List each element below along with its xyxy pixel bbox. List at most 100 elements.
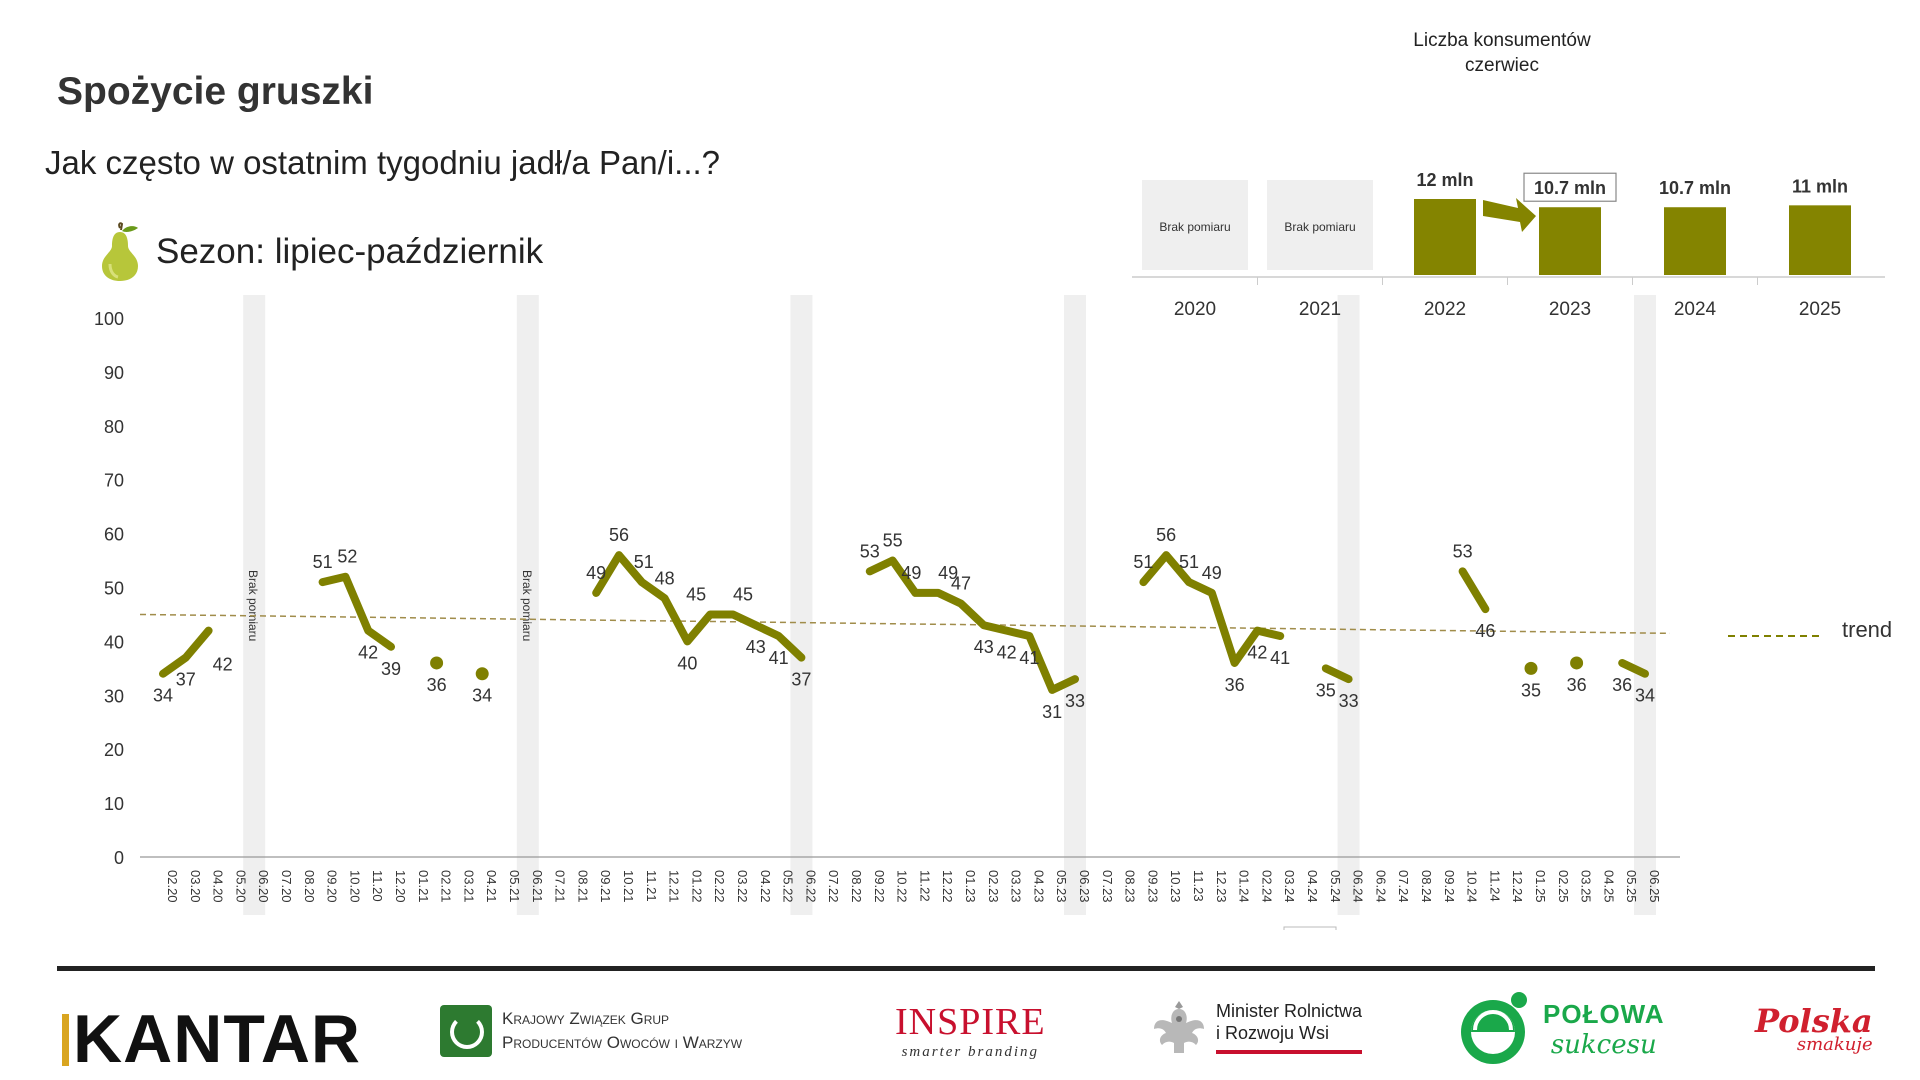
x-tick-label: 04.20 <box>211 870 226 903</box>
trend-line-chart: Brak pomiaru Brak pomiaru 0 10 20 30 40 50 60 70… <box>94 295 1892 930</box>
x-tick-label: 08.21 <box>575 870 590 903</box>
data-label: 51 <box>1179 552 1199 572</box>
x-tick-label: 06.23 <box>1077 870 1092 903</box>
x-tick-label: 04.24 <box>1305 870 1320 903</box>
kzg-line1: Krajowy Związek Grup <box>502 1009 670 1028</box>
data-label: 42 <box>1247 643 1267 663</box>
kzg-mark-icon <box>440 1005 492 1057</box>
bar-value-label: 10.7 mln <box>1534 178 1606 198</box>
x-tick-label: 09.24 <box>1442 870 1457 903</box>
x-tick-label: 05.24 <box>1328 870 1343 903</box>
x-tick-label: 04.25 <box>1601 870 1616 903</box>
kzg-text: Krajowy Związek Grup Producentów Owoców … <box>502 1007 742 1055</box>
no-measure-label-06.20: Brak pomiaru <box>246 570 260 641</box>
data-label: 53 <box>860 541 880 561</box>
x-tick-label: 12.24 <box>1510 870 1525 903</box>
x-tick-label: 01.23 <box>963 870 978 903</box>
data-label: 51 <box>634 552 654 572</box>
data-label: 43 <box>746 637 766 657</box>
x-tick-label: 06.24 <box>1373 870 1388 903</box>
inset-subtitle: czerwiec <box>1465 55 1539 76</box>
data-point <box>430 656 444 670</box>
data-label: 33 <box>1065 691 1085 711</box>
bar-2025 <box>1789 205 1851 275</box>
x-tick-label: 07.21 <box>553 870 568 903</box>
x-tick-label: 08.22 <box>849 870 864 903</box>
data-label: 56 <box>1156 525 1176 545</box>
x-tick-label: 10.21 <box>621 870 636 903</box>
year-label: 2020 <box>1174 299 1216 320</box>
x-tick-label: 03.20 <box>188 870 203 903</box>
data-label: 52 <box>337 547 357 567</box>
polowa-logo: POŁOWA sukcesu <box>1455 990 1665 1068</box>
year-label: 2021 <box>1299 299 1341 320</box>
highlight-bands: Brak pomiaru Brak pomiaru <box>243 295 1656 915</box>
data-label: 33 <box>1339 691 1359 711</box>
data-label: 34 <box>472 686 492 706</box>
inspire-logo: INSPIRE smarter branding <box>895 1000 1046 1061</box>
data-label: 40 <box>677 653 697 673</box>
data-label: 41 <box>1270 648 1290 668</box>
series-line-segment <box>318 572 395 651</box>
x-tick-label: 03.22 <box>735 870 750 903</box>
series-line-segment <box>159 626 213 678</box>
data-label: 51 <box>313 552 333 572</box>
data-label: 35 <box>1316 680 1336 700</box>
kantar-accent-icon <box>62 1014 69 1066</box>
trend-line <box>139 613 1671 635</box>
bar-2024 <box>1664 207 1726 275</box>
series-line-segment <box>1139 551 1285 667</box>
x-tick-label: 07.24 <box>1396 870 1411 903</box>
inset-bars-group: Brak pomiaru 2020 Brak pomiaru 2021 12 mln 20… <box>1132 170 1885 320</box>
data-label: 53 <box>1453 541 1473 561</box>
difference-legend-swatch <box>1283 926 1337 930</box>
x-tick-label: 12.23 <box>1214 870 1229 903</box>
series-line-segment <box>1321 664 1353 684</box>
x-tick-label: 11.24 <box>1487 870 1502 902</box>
no-data-label: Brak pomiaru <box>1159 220 1230 234</box>
data-point <box>475 667 489 681</box>
x-tick-label: 05.22 <box>781 870 796 903</box>
x-tick-label: 08.23 <box>1123 870 1138 903</box>
y-tick-label: 0 <box>114 848 124 868</box>
x-tick-label: 07.22 <box>826 870 841 903</box>
page-title: Spożycie gruszki <box>57 70 374 113</box>
year-label: 2025 <box>1799 299 1841 320</box>
data-label: 42 <box>358 643 378 663</box>
series-line-segment <box>1458 567 1490 614</box>
x-tick-label: 12.21 <box>667 870 682 903</box>
x-tick-label: 05.21 <box>507 870 522 903</box>
bar-value-label: 11 mln <box>1792 176 1848 196</box>
x-tick-label: 09.23 <box>1145 870 1160 903</box>
x-tick-label: 02.25 <box>1556 870 1571 903</box>
polska-smakuje-logo: Polska smakuje <box>1755 1002 1873 1055</box>
data-point <box>1524 661 1538 675</box>
no-data-box-2020 <box>1142 180 1248 270</box>
minister-logo: Minister Rolnictwa i Rozwoju Wsi <box>1150 995 1363 1059</box>
footer-divider <box>57 966 1875 971</box>
data-label: 36 <box>1225 675 1245 695</box>
season-label: Sezon: lipiec-październik <box>156 232 544 271</box>
x-tick-label: 11.20 <box>370 870 385 902</box>
highlight-band-06.24 <box>1337 295 1360 915</box>
data-label: 49 <box>1202 563 1222 583</box>
kantar-text: KANTAR <box>73 1001 362 1077</box>
x-axis: 02.20 03.20 04.20 05.20 06.20 07.20 08.20 09.20… <box>140 856 1680 903</box>
consumers-bar-chart: Liczba konsumentów czerwiec Brak pomiaru… <box>1132 30 1885 320</box>
y-tick-label: 50 <box>104 579 124 599</box>
series-line-segment <box>592 551 806 662</box>
data-label: 36 <box>1567 675 1587 695</box>
bar-2022 <box>1414 199 1476 275</box>
x-tick-label: 03.21 <box>461 870 476 903</box>
y-axis: 0 10 20 30 40 50 60 70 80 90 100 <box>94 309 124 868</box>
x-tick-label: 12.22 <box>940 870 955 903</box>
y-tick-label: 70 <box>104 471 124 491</box>
data-label: 39 <box>381 659 401 679</box>
data-label: 36 <box>1612 675 1632 695</box>
y-tick-label: 30 <box>104 686 124 706</box>
y-tick-label: 20 <box>104 740 124 760</box>
x-tick-label: 09.22 <box>872 870 887 903</box>
x-tick-label: 02.22 <box>712 870 727 903</box>
x-tick-label: 06.24 <box>1351 870 1366 903</box>
